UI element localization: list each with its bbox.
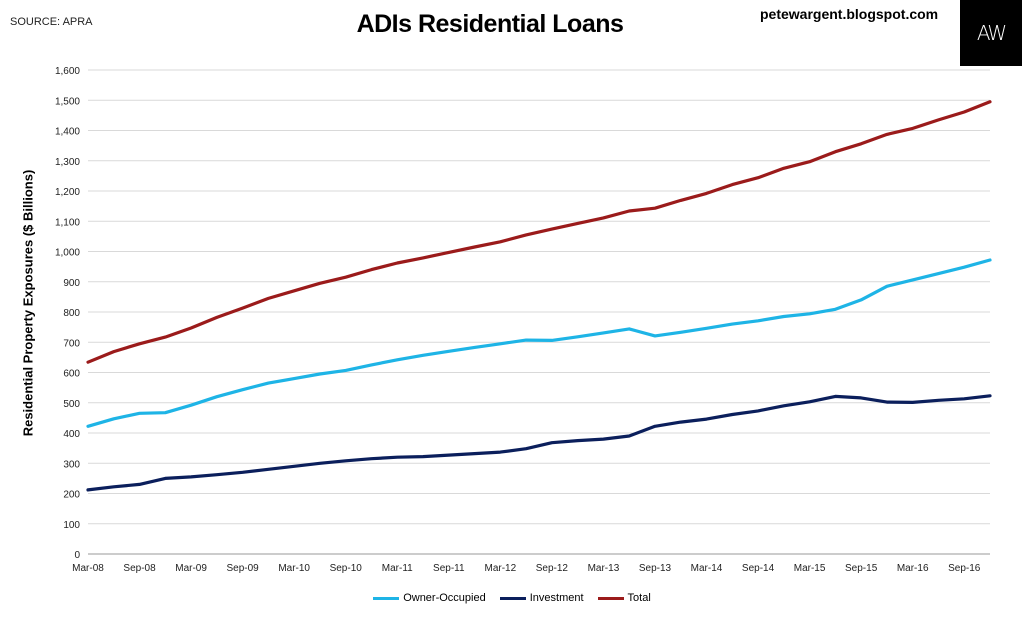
logo-text: AW bbox=[976, 21, 1007, 45]
x-tick-label: Mar-11 bbox=[382, 563, 413, 574]
y-tick-label: 1,400 bbox=[55, 127, 80, 138]
x-tick-label: Mar-12 bbox=[484, 563, 516, 574]
y-tick-label: 1,500 bbox=[55, 96, 80, 107]
x-tick-label: Mar-09 bbox=[175, 563, 207, 574]
legend: Owner-Occupied Investment Total bbox=[0, 592, 1024, 604]
x-tick-label: Mar-16 bbox=[897, 563, 929, 574]
y-tick-label: 1,000 bbox=[55, 248, 80, 259]
legend-label: Total bbox=[627, 592, 651, 604]
y-tick-label: 1,100 bbox=[55, 217, 80, 228]
y-tick-label: 800 bbox=[63, 308, 80, 319]
x-tick-label: Mar-13 bbox=[588, 563, 620, 574]
x-tick-label: Sep-08 bbox=[123, 563, 156, 574]
x-tick-label: Mar-08 bbox=[72, 563, 104, 574]
source-label: SOURCE: APRA bbox=[10, 16, 93, 28]
x-tick-label: Sep-09 bbox=[227, 563, 260, 574]
x-tick-label: Sep-12 bbox=[536, 563, 569, 574]
aw-logo: AW bbox=[960, 0, 1022, 66]
y-tick-label: 1,600 bbox=[55, 66, 80, 77]
y-tick-label: 600 bbox=[63, 369, 80, 380]
x-tick-label: Mar-15 bbox=[794, 563, 826, 574]
legend-swatch bbox=[597, 596, 624, 600]
y-tick-label: 500 bbox=[63, 399, 80, 410]
x-tick-label: Mar-10 bbox=[278, 563, 310, 574]
x-tick-label: Sep-10 bbox=[330, 563, 363, 574]
chart-title: ADIs Residential Loans bbox=[356, 10, 624, 38]
legend-swatch bbox=[373, 596, 400, 600]
legend-swatch bbox=[499, 596, 526, 600]
legend-label: Investment bbox=[529, 592, 584, 604]
x-tick-label: Sep-15 bbox=[845, 563, 878, 574]
legend-item: Investment bbox=[499, 592, 584, 604]
legend-item: Owner-Occupied bbox=[373, 592, 486, 604]
x-tick-label: Sep-14 bbox=[742, 563, 775, 574]
y-tick-label: 1,200 bbox=[55, 187, 80, 198]
y-tick-label: 700 bbox=[63, 338, 80, 349]
y-tick-label: 200 bbox=[63, 490, 80, 501]
y-tick-label: 1,300 bbox=[55, 157, 80, 168]
y-tick-label: 0 bbox=[74, 550, 80, 561]
series-line-total bbox=[86, 100, 992, 364]
y-tick-label: 100 bbox=[63, 520, 80, 531]
x-tick-label: Sep-13 bbox=[639, 563, 672, 574]
y-tick-label: 300 bbox=[63, 459, 80, 470]
x-tick-label: Mar-14 bbox=[691, 563, 723, 574]
legend-item: Total bbox=[597, 592, 651, 604]
x-tick-label: Sep-11 bbox=[433, 563, 465, 574]
legend-label: Owner-Occupied bbox=[403, 592, 486, 604]
series-line-owner-occupied bbox=[86, 258, 992, 428]
blog-url: petewargent.blogspot.com bbox=[760, 6, 939, 22]
x-tick-label: Sep-16 bbox=[948, 563, 981, 574]
series-line-investment bbox=[86, 394, 992, 492]
y-tick-label: 900 bbox=[63, 278, 80, 289]
y-tick-label: 400 bbox=[63, 429, 80, 440]
